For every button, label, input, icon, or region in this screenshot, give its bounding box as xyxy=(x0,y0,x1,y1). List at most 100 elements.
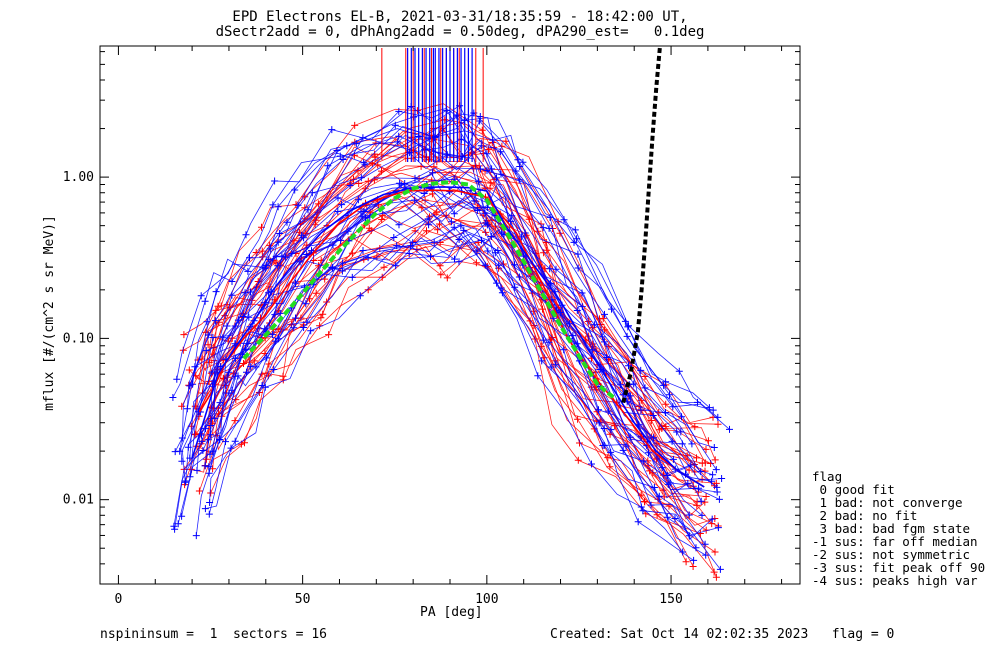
data-point-marker xyxy=(261,264,269,272)
data-point-marker xyxy=(665,502,673,510)
data-point-marker xyxy=(708,477,716,485)
data-point-marker xyxy=(396,179,404,187)
data-point-marker xyxy=(697,468,705,476)
data-point-marker xyxy=(481,261,489,269)
data-point-marker xyxy=(574,250,582,258)
data-point-marker xyxy=(348,273,356,281)
data-point-marker xyxy=(391,121,399,129)
sector-trace xyxy=(209,184,720,500)
data-point-marker xyxy=(186,382,194,390)
data-point-marker xyxy=(269,201,277,209)
data-point-marker xyxy=(470,197,478,205)
data-point-marker xyxy=(270,366,278,373)
data-point-marker xyxy=(712,573,720,581)
data-point-marker xyxy=(193,466,201,474)
median-fit-curve xyxy=(242,180,618,401)
data-point-marker xyxy=(606,463,614,471)
data-point-marker xyxy=(677,428,685,436)
data-point-marker xyxy=(595,419,603,427)
data-point-marker xyxy=(702,551,710,559)
legend-item: 1 bad: not converge xyxy=(812,495,963,510)
data-point-marker xyxy=(317,314,325,322)
data-point-marker xyxy=(178,457,186,465)
data-point-marker xyxy=(455,258,463,266)
data-point-marker xyxy=(534,372,542,380)
x-tick-label: 0 xyxy=(115,592,123,607)
data-point-marker xyxy=(378,216,386,223)
data-point-marker xyxy=(171,448,179,456)
sector-trace xyxy=(176,109,682,417)
data-point-marker xyxy=(473,207,481,214)
sector-trace xyxy=(172,115,682,433)
data-point-marker xyxy=(450,210,458,218)
data-point-marker xyxy=(428,190,436,198)
data-point-marker xyxy=(338,201,346,209)
data-point-marker xyxy=(173,375,181,383)
data-point-marker xyxy=(687,461,695,469)
data-point-marker xyxy=(495,261,503,269)
data-point-marker xyxy=(250,357,258,365)
data-point-marker xyxy=(271,177,279,185)
data-point-marker xyxy=(397,181,405,189)
data-point-marker xyxy=(688,440,696,448)
data-point-marker xyxy=(192,532,200,540)
data-point-marker xyxy=(245,313,253,321)
data-point-marker xyxy=(650,434,658,442)
axes-layer: 0 50 100 150 0.01 0.10 1.00 xyxy=(63,46,800,607)
data-point-marker xyxy=(608,305,615,313)
data-point-marker xyxy=(365,224,373,232)
data-point-marker xyxy=(521,229,529,237)
data-point-marker xyxy=(508,212,516,220)
data-point-marker xyxy=(537,220,545,228)
data-point-marker xyxy=(660,381,668,389)
data-point-marker xyxy=(498,289,506,297)
data-point-marker xyxy=(202,347,210,355)
data-point-marker xyxy=(675,367,683,375)
data-point-marker xyxy=(539,336,547,344)
data-point-marker xyxy=(704,437,712,445)
data-point-marker xyxy=(634,518,642,526)
data-point-marker xyxy=(514,156,522,164)
legend-item: -4 sus: peaks high var xyxy=(812,573,978,588)
data-point-marker xyxy=(231,322,239,330)
data-point-marker xyxy=(689,563,697,570)
sector-trace xyxy=(204,175,718,488)
data-point-marker xyxy=(605,342,613,350)
sector-trace xyxy=(195,229,706,545)
data-point-marker xyxy=(604,454,612,462)
data-point-marker xyxy=(565,320,573,328)
data-point-marker xyxy=(411,174,419,182)
data-point-marker xyxy=(207,431,215,439)
data-point-marker xyxy=(201,297,209,305)
series-line-blue xyxy=(191,186,705,488)
x-tick-label: 150 xyxy=(659,592,682,607)
data-point-marker xyxy=(714,420,722,428)
sector-trace xyxy=(173,237,684,553)
data-point-marker xyxy=(203,318,211,326)
data-point-marker xyxy=(679,548,687,556)
data-point-marker xyxy=(650,484,658,491)
data-point-marker xyxy=(380,263,388,271)
data-point-marker xyxy=(409,239,417,247)
data-point-marker xyxy=(662,378,670,386)
data-point-marker xyxy=(231,437,239,445)
data-point-marker xyxy=(252,363,260,371)
trace-layer xyxy=(169,102,733,581)
data-point-marker xyxy=(421,196,429,204)
data-point-marker xyxy=(207,489,215,497)
data-point-marker xyxy=(640,457,648,465)
data-point-marker xyxy=(242,231,250,239)
data-point-marker xyxy=(658,464,666,472)
data-point-marker xyxy=(511,261,518,269)
data-point-marker xyxy=(180,331,188,339)
data-point-marker xyxy=(216,436,224,443)
sector-trace xyxy=(210,120,715,448)
x-tick-label: 50 xyxy=(295,592,311,607)
data-point-marker xyxy=(212,306,220,314)
data-point-marker xyxy=(622,442,630,450)
data-point-marker xyxy=(641,384,649,392)
data-point-marker xyxy=(228,291,236,299)
sector-trace xyxy=(208,166,713,476)
fit-curve-layer xyxy=(242,45,662,404)
